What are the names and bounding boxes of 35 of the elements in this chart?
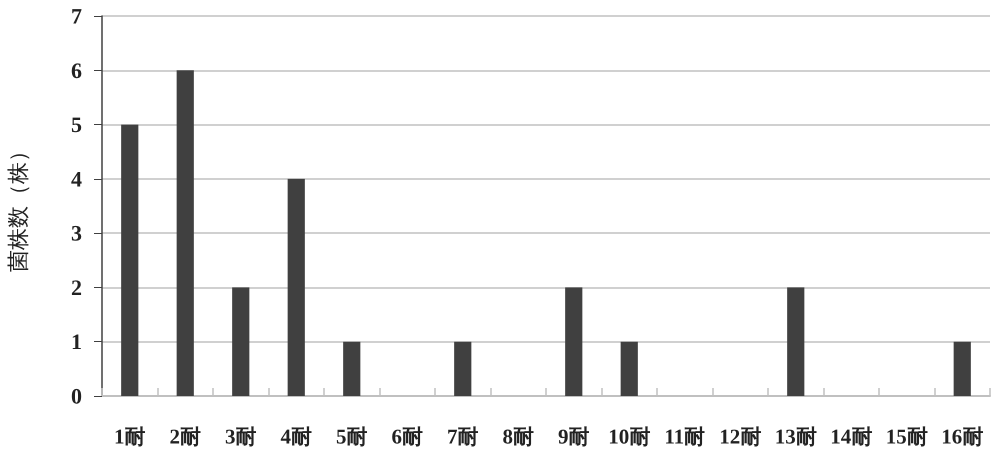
y-tick-label: 2	[71, 274, 82, 300]
x-tick-label: 16耐	[941, 424, 984, 448]
x-tick-label: 9耐	[558, 424, 590, 448]
bar	[176, 70, 194, 396]
y-tick-label: 7	[71, 4, 82, 28]
x-tick-label: 10耐	[608, 424, 650, 448]
y-tick-label: 1	[71, 329, 82, 354]
x-tick-label: 5耐	[336, 424, 368, 448]
bar	[288, 178, 305, 396]
x-tick-label: 2耐	[170, 424, 201, 448]
x-tick-label: 13耐	[774, 424, 817, 448]
bar	[232, 287, 250, 396]
x-tick-label: 1耐	[114, 424, 146, 448]
bar	[565, 287, 582, 396]
y-tick-label: 4	[71, 166, 82, 192]
y-tick-label: 3	[71, 220, 82, 246]
x-tick-label: 14耐	[830, 424, 872, 448]
bar	[343, 342, 360, 396]
x-tick-label: 7耐	[447, 424, 478, 448]
y-axis-title: 菌株数（株）	[6, 140, 32, 272]
bar	[121, 124, 138, 396]
bar	[787, 287, 804, 396]
bar	[620, 342, 638, 396]
bar	[954, 342, 971, 396]
x-tick-label: 11耐	[664, 424, 706, 448]
x-tick-label: 12耐	[719, 424, 762, 448]
x-tick-label: 6耐	[392, 424, 423, 448]
y-tick-label: 0	[71, 384, 82, 408]
x-tick-label: 4耐	[280, 424, 312, 448]
x-tick-label: 8耐	[502, 424, 534, 448]
y-tick-label: 6	[71, 58, 82, 83]
x-tick-label: 15耐	[886, 424, 928, 448]
y-tick-label: 5	[71, 112, 82, 138]
x-tick-label: 3耐	[225, 424, 256, 448]
bar	[454, 342, 472, 396]
